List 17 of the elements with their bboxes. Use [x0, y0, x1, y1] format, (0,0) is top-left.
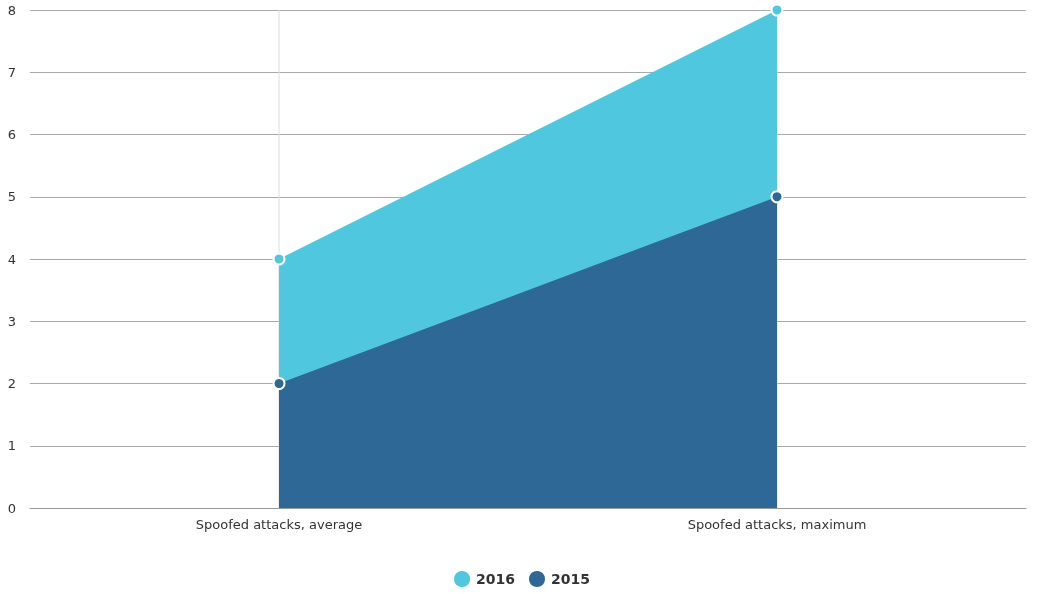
- y-tick-label: 8: [7, 2, 16, 18]
- point: [770, 190, 784, 204]
- y-tick-label: 0: [7, 500, 16, 516]
- legend-label: 2016: [476, 571, 515, 587]
- x-tick-label: Spoofed attacks, average: [195, 517, 363, 532]
- y-tick-label: 6: [7, 127, 16, 142]
- point: [272, 252, 286, 266]
- y-tick-label: 2: [7, 376, 16, 391]
- point: [770, 3, 784, 17]
- x-tick-label: Spoofed attacks, maximum: [687, 517, 867, 532]
- legend-label: 2015: [551, 571, 590, 587]
- y-tick-label: 5: [7, 189, 16, 205]
- y-tick-label: 1: [7, 438, 16, 454]
- y-tick-label: 7: [7, 64, 16, 80]
- y-tick-label: 4: [7, 251, 16, 267]
- y-tick-label: 3: [7, 313, 16, 329]
- point: [272, 377, 286, 390]
